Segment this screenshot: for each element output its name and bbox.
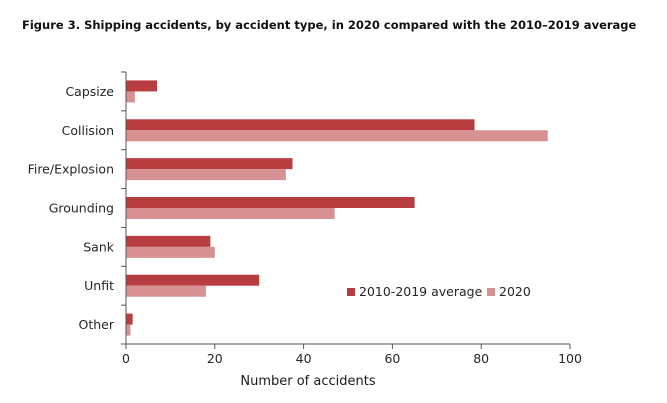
x-tick-label: 60 xyxy=(384,351,400,366)
bar-other-2020 xyxy=(126,324,131,336)
category-label: Collision xyxy=(62,123,114,138)
category-label: Other xyxy=(79,317,115,332)
bar-sank-2020 xyxy=(126,246,215,258)
x-axis-title: Number of accidents xyxy=(240,374,375,389)
x-tick-label: 100 xyxy=(558,351,582,366)
category-label: Sank xyxy=(83,239,115,254)
bar-capsize-avg xyxy=(126,80,158,92)
figure-title: Figure 3. Shipping accidents, by acciden… xyxy=(22,18,637,32)
bars-group xyxy=(126,80,548,336)
category-label: Fire/Explosion xyxy=(28,162,114,177)
bar-capsize-2020 xyxy=(126,91,135,103)
category-label: Grounding xyxy=(49,201,114,216)
legend-swatch xyxy=(487,288,495,296)
x-tick-label: 40 xyxy=(296,351,312,366)
bar-collision-2020 xyxy=(126,130,548,142)
x-tick-label: 20 xyxy=(207,351,223,366)
legend-swatch xyxy=(347,288,355,296)
bar-fire-explosion-avg xyxy=(126,158,293,170)
bar-collision-avg xyxy=(126,119,475,131)
bar-sank-avg xyxy=(126,235,211,247)
x-tick-label: 80 xyxy=(473,351,489,366)
legend-label: 2020 xyxy=(499,284,531,299)
bar-grounding-2020 xyxy=(126,208,335,219)
legend: 2010-2019 average 2020 xyxy=(347,284,531,299)
axes-group xyxy=(121,71,571,349)
category-label: Capsize xyxy=(65,84,114,99)
category-label: Unfit xyxy=(84,278,114,293)
x-tick-label: 0 xyxy=(122,351,130,366)
bar-fire-explosion-2020 xyxy=(126,169,286,181)
bar-other-avg xyxy=(126,313,133,325)
legend-label: 2010-2019 average xyxy=(359,284,483,299)
bar-grounding-avg xyxy=(126,197,415,208)
bar-unfit-avg xyxy=(126,274,260,286)
bar-unfit-2020 xyxy=(126,285,206,297)
labels-group: Capsize Collision Fire/Explosion Grounding S… xyxy=(28,84,582,389)
